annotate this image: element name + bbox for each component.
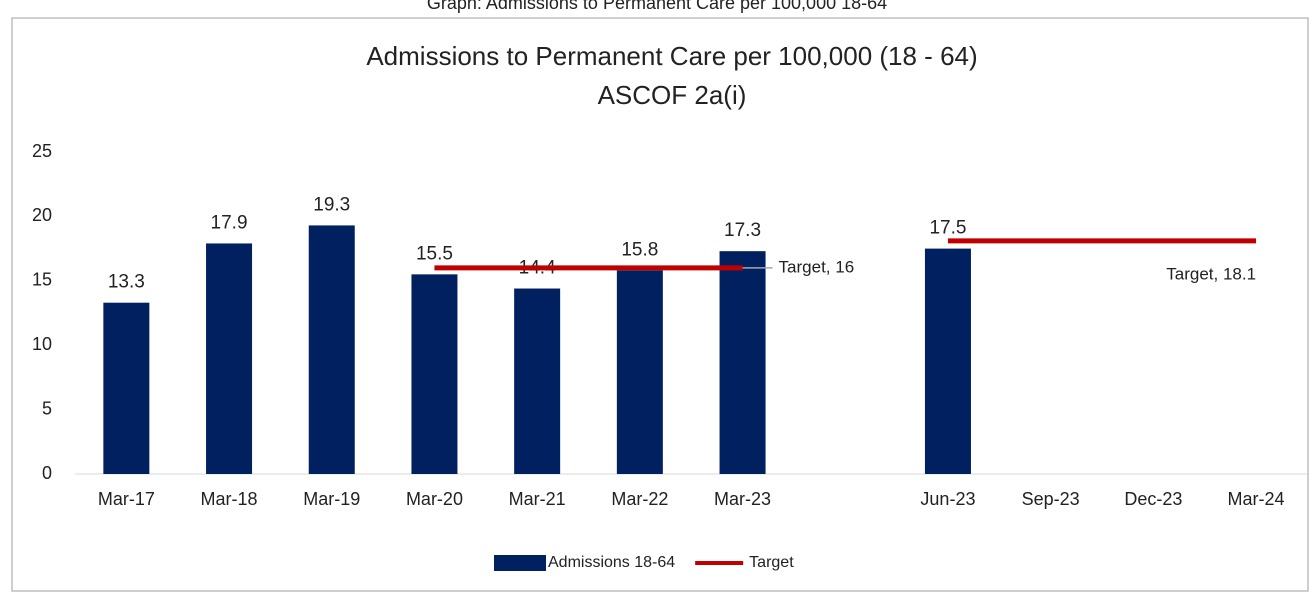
y-tick-label: 25 — [32, 141, 52, 161]
target-line — [434, 238, 1257, 271]
legend-swatch — [494, 555, 546, 571]
legend-label: Target — [749, 554, 794, 571]
bar — [924, 248, 971, 474]
caption: Graph: Admissions to Permanent Care per … — [427, 0, 887, 13]
bar — [308, 225, 355, 474]
x-tick-label: Mar-24 — [1228, 489, 1285, 509]
y-tick-label: 0 — [42, 463, 52, 483]
data-label: 13.3 — [108, 272, 145, 293]
y-tick-label: 15 — [32, 270, 52, 290]
x-tick-label: Sep-23 — [1022, 489, 1080, 509]
data-label: 15.8 — [621, 240, 658, 261]
chart-subtitle: ASCOF 2a(i) — [598, 80, 747, 110]
bar — [719, 251, 766, 474]
y-tick-label: 5 — [42, 398, 52, 418]
bar — [411, 274, 458, 474]
bar — [514, 288, 561, 474]
x-tick-label: Dec-23 — [1124, 489, 1182, 509]
legend-label: Admissions 18-64 — [548, 554, 675, 571]
chart-title: Admissions to Permanent Care per 100,000… — [366, 41, 977, 71]
data-label: 17.3 — [724, 220, 761, 241]
x-tick-label: Mar-20 — [406, 489, 463, 509]
x-tick-label: Mar-22 — [611, 489, 668, 509]
target-label: Target, 18.1 — [1166, 264, 1256, 283]
x-tick-label: Mar-17 — [98, 489, 155, 509]
data-label: 17.5 — [929, 218, 966, 239]
x-tick-label: Mar-21 — [509, 489, 566, 509]
data-label: 19.3 — [313, 194, 350, 215]
target-label: Target, 16 — [779, 257, 855, 276]
x-tick-label: Mar-23 — [714, 489, 771, 509]
y-tick-label: 20 — [32, 205, 52, 225]
x-tick-label: Jun-23 — [920, 489, 975, 509]
bar — [103, 302, 150, 474]
y-tick-label: 10 — [32, 334, 52, 354]
x-tick-label: Mar-18 — [201, 489, 258, 509]
x-tick-label: Mar-19 — [303, 489, 360, 509]
data-label: 17.9 — [211, 212, 248, 233]
bar — [206, 243, 253, 474]
bar — [616, 270, 663, 474]
data-label: 15.5 — [416, 243, 453, 264]
